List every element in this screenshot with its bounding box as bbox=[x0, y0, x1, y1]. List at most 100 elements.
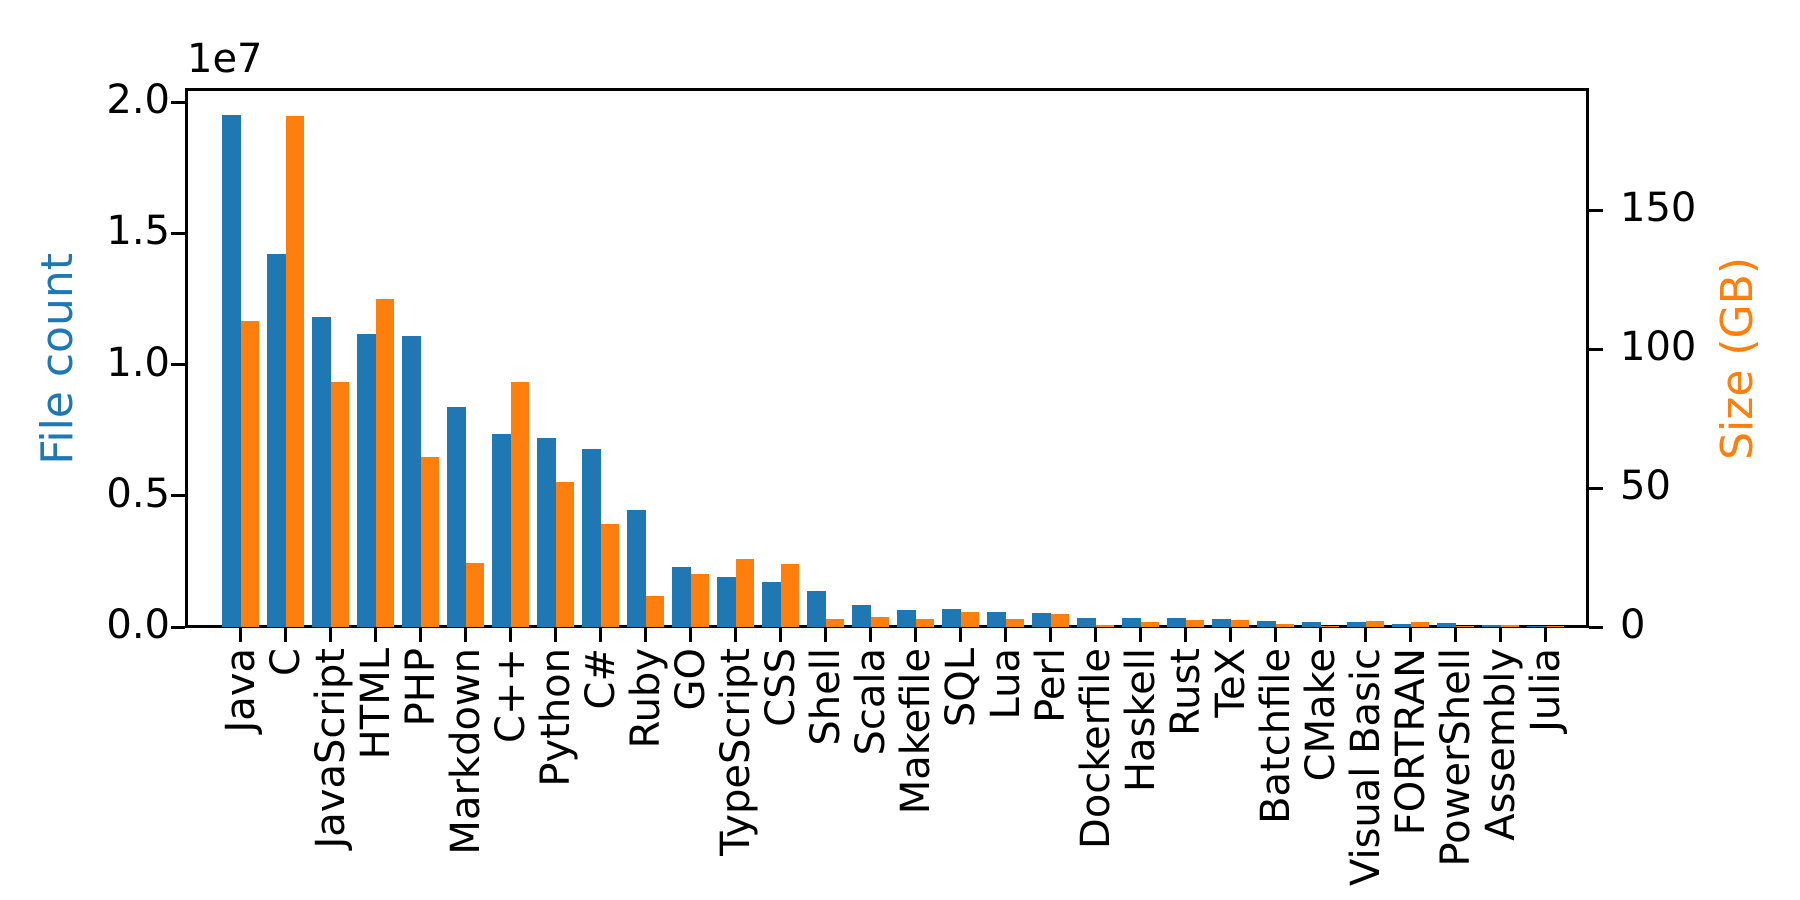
bar-markdown-size-gb bbox=[465, 563, 484, 627]
x-label-rust: Rust bbox=[1162, 648, 1209, 736]
x-label-tex: TeX bbox=[1207, 648, 1254, 718]
x-label-cell-shell: Shell bbox=[803, 648, 849, 746]
bar-haskell-file-count bbox=[1122, 618, 1141, 627]
bar-visual-basic-file-count bbox=[1347, 621, 1366, 627]
x-label-julia: Julia bbox=[1522, 648, 1569, 732]
bar-group-javascript bbox=[308, 90, 353, 627]
right-tick-label-150: 150 bbox=[1620, 185, 1697, 232]
bar-c-file-count bbox=[492, 434, 511, 627]
bar-go-size-gb bbox=[690, 574, 709, 627]
bar-tex-file-count bbox=[1212, 619, 1231, 627]
x-label-dockerfile: Dockerfile bbox=[1072, 648, 1119, 849]
bar-group-makefile bbox=[893, 90, 938, 627]
x-label-cell-lua: Lua bbox=[983, 648, 1029, 719]
bar-php-file-count bbox=[402, 335, 421, 627]
x-label-cell-rust: Rust bbox=[1162, 648, 1209, 736]
x-label-cell-typescript: TypeScript bbox=[712, 648, 759, 856]
x-tick-shell bbox=[824, 628, 827, 642]
x-label-powershell: PowerShell bbox=[1432, 648, 1479, 867]
plot-area bbox=[187, 90, 1587, 627]
bar-batchfile-size-gb bbox=[1275, 623, 1294, 627]
bar-group-php bbox=[398, 90, 443, 627]
right-axis-title-wrap: Size (GB) bbox=[1712, 90, 1763, 627]
bar-group-fortran bbox=[1388, 90, 1433, 627]
x-tick-perl bbox=[1049, 628, 1052, 642]
bar-c-file-count bbox=[267, 254, 286, 627]
bar-fortran-size-gb bbox=[1410, 622, 1429, 627]
x-tick-haskell bbox=[1139, 628, 1142, 642]
bar-java-file-count bbox=[222, 115, 241, 627]
bar-group-c bbox=[263, 90, 308, 627]
bar-group-c bbox=[578, 90, 623, 627]
x-tick-dockerfile bbox=[1094, 628, 1097, 642]
x-label-ruby: Ruby bbox=[622, 648, 669, 749]
bar-rust-file-count bbox=[1167, 617, 1186, 627]
x-label-cell-haskell: Haskell bbox=[1117, 648, 1164, 793]
bar-group-perl bbox=[1028, 90, 1073, 627]
bar-lua-size-gb bbox=[1005, 618, 1024, 627]
x-tick-python bbox=[554, 628, 557, 642]
x-tick-php bbox=[419, 628, 422, 642]
x-label-cell-markdown: Markdown bbox=[443, 648, 489, 855]
x-axis-labels: Java C JavaScript HTML PHP Markdown C++ Python C… bbox=[187, 648, 1587, 898]
x-label-typescript: TypeScript bbox=[712, 648, 759, 856]
x-label-cell-go: GO bbox=[668, 648, 714, 710]
left-tick-0.5 bbox=[171, 494, 185, 498]
x-tick-c bbox=[284, 628, 287, 642]
bar-group-julia bbox=[1523, 90, 1568, 627]
x-label-cell-c: C# bbox=[578, 648, 624, 709]
plot-spine-top bbox=[185, 88, 1589, 91]
x-label-c: C bbox=[262, 648, 309, 676]
bar-visual-basic-size-gb bbox=[1365, 620, 1384, 627]
x-label-cell-php: PHP bbox=[397, 648, 444, 727]
bar-ruby-size-gb bbox=[645, 596, 664, 627]
x-tick-powershell bbox=[1454, 628, 1457, 642]
bar-c-size-gb bbox=[600, 524, 619, 627]
x-tick-go bbox=[689, 628, 692, 642]
bar-markdown-file-count bbox=[447, 406, 466, 627]
bar-shell-file-count bbox=[807, 591, 826, 627]
bar-group-shell bbox=[803, 90, 848, 627]
x-label-cell-html: HTML bbox=[353, 648, 399, 759]
bar-sql-file-count bbox=[942, 609, 961, 627]
x-label-cell-dockerfile: Dockerfile bbox=[1072, 648, 1119, 849]
x-label-assembly: Assembly bbox=[1477, 648, 1524, 841]
bar-cmake-file-count bbox=[1302, 622, 1321, 627]
bar-powershell-size-gb bbox=[1455, 625, 1474, 627]
x-label-cell-java: Java bbox=[218, 648, 264, 733]
x-label-cell-python: Python bbox=[532, 648, 579, 787]
x-label-php: PHP bbox=[397, 648, 444, 727]
right-tick-label-0: 0 bbox=[1620, 602, 1646, 649]
x-label-cell-fortran: FORTRAN bbox=[1388, 648, 1434, 835]
bar-julia-file-count bbox=[1527, 626, 1546, 627]
x-tick-assembly bbox=[1499, 628, 1502, 642]
x-tick-typescript bbox=[734, 628, 737, 642]
bar-group-assembly bbox=[1478, 90, 1523, 627]
bar-group-go bbox=[668, 90, 713, 627]
bar-css-size-gb bbox=[780, 563, 799, 627]
x-label-cell-c: C++ bbox=[488, 648, 534, 743]
x-label-sql: SQL bbox=[937, 648, 984, 728]
bar-sql-size-gb bbox=[960, 612, 979, 627]
bar-scala-file-count bbox=[852, 605, 871, 627]
x-tick-java bbox=[239, 628, 242, 642]
x-label-makefile: Makefile bbox=[892, 648, 939, 815]
left-tick-label-1.0: 1.0 bbox=[106, 339, 170, 386]
bar-julia-size-gb bbox=[1545, 626, 1564, 627]
bar-group-scala bbox=[848, 90, 893, 627]
x-label-haskell: Haskell bbox=[1117, 648, 1164, 793]
bar-group-ruby bbox=[623, 90, 668, 627]
bar-group-java bbox=[218, 90, 263, 627]
x-label-batchfile: Batchfile bbox=[1252, 648, 1299, 824]
x-tick-markdown bbox=[464, 628, 467, 642]
x-label-python: Python bbox=[532, 648, 579, 787]
x-label-cell-powershell: PowerShell bbox=[1432, 648, 1479, 867]
bar-go-file-count bbox=[672, 567, 691, 627]
bar-perl-size-gb bbox=[1050, 613, 1069, 627]
x-label-cell-javascript: JavaScript bbox=[308, 648, 354, 849]
bar-group-markdown bbox=[443, 90, 488, 627]
x-tick-tex bbox=[1229, 628, 1232, 642]
x-tick-javascript bbox=[329, 628, 332, 642]
bar-ruby-file-count bbox=[627, 510, 646, 627]
bar-makefile-size-gb bbox=[915, 619, 934, 627]
